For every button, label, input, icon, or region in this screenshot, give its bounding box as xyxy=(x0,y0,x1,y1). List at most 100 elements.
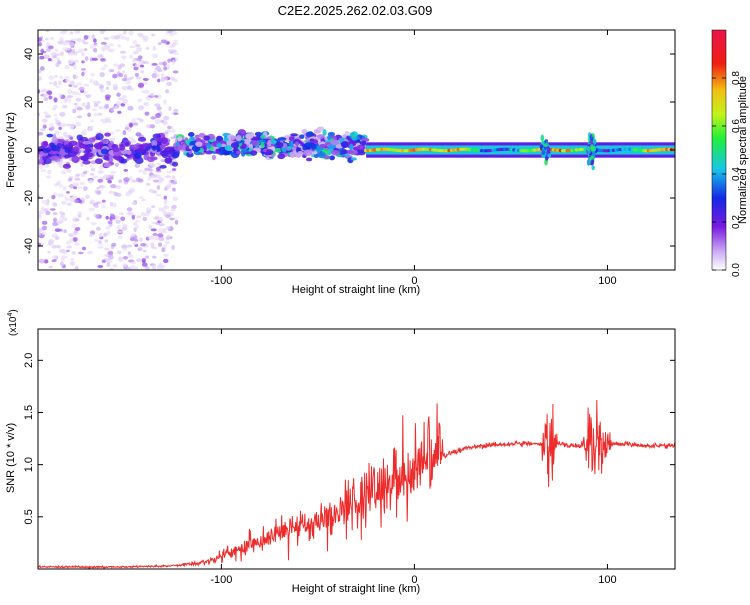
spectrogram-cell xyxy=(81,52,86,57)
spectrogram-cell xyxy=(130,76,134,80)
spectrogram-cell xyxy=(216,135,224,143)
snr-xlabel: Height of straight line (km) xyxy=(292,583,420,595)
spectrogram-cell xyxy=(121,99,129,104)
spectrogram-cell xyxy=(151,73,158,79)
spectrogram-cell xyxy=(54,53,61,56)
spectrogram-cell xyxy=(61,200,67,205)
spectrogram-cell xyxy=(68,233,75,237)
spectrogram-ylabel: Frequency (Hz) xyxy=(5,112,17,188)
spectrogram-panel: -100 0 100 -40 -20 0 20 40 Height of straight l… xyxy=(5,29,749,296)
spectrogram-cell xyxy=(93,113,98,117)
spectrogram-cell xyxy=(162,120,169,126)
spectrogram-cell xyxy=(92,47,98,53)
spectrogram-cell xyxy=(39,55,45,60)
spectrogram-cell xyxy=(116,224,121,230)
spectrogram-cell xyxy=(74,178,81,181)
spectrogram-cell xyxy=(41,225,48,231)
spectrogram-cell xyxy=(151,145,157,151)
spectrogram-cell xyxy=(137,98,143,103)
spectrogram-cell xyxy=(543,143,548,148)
spectrogram-cell xyxy=(289,151,296,158)
spectrogram-cell xyxy=(170,76,176,81)
spectrogram-cell xyxy=(122,247,128,251)
spectrogram-cell xyxy=(116,92,121,97)
spectrogram-cell xyxy=(112,146,120,153)
spectrogram-cell xyxy=(50,126,55,131)
spectrogram-cell xyxy=(156,73,161,78)
spectrogram-cell xyxy=(75,227,81,231)
spectrogram-cell xyxy=(72,223,77,229)
spectrogram-cell xyxy=(129,54,133,59)
spectrogram-cell xyxy=(101,199,106,203)
spectrogram-cell xyxy=(42,140,49,147)
spectrogram-cell xyxy=(117,73,124,78)
spectrogram-cell xyxy=(136,48,142,53)
spectrogram-cell xyxy=(172,187,176,192)
snr-xtick-label: 0 xyxy=(411,574,417,586)
spectrogram-cell xyxy=(148,235,155,240)
spectrogram-cell xyxy=(241,143,247,149)
spectrogram-cell xyxy=(98,170,103,173)
spectrogram-cell xyxy=(267,139,272,147)
spectrogram-cell xyxy=(82,90,88,95)
spectrogram-cell xyxy=(154,95,159,98)
spectrogram-cell xyxy=(97,246,104,249)
spectrogram-cell xyxy=(316,146,322,154)
spectrogram-cell xyxy=(116,250,122,255)
spectrogram-cell xyxy=(277,153,286,160)
spectrogram-cell xyxy=(69,80,75,86)
spectrogram-cell xyxy=(142,216,148,221)
spectrogram-cell xyxy=(157,78,161,83)
spectrogram-cell xyxy=(83,48,88,52)
spectrogram-cell xyxy=(58,80,62,86)
spectrogram-cell xyxy=(104,103,110,109)
spectrogram-cell xyxy=(47,169,52,175)
spectrogram-cell xyxy=(85,194,90,199)
colorbar-frame xyxy=(711,29,727,271)
spectrogram-cell xyxy=(44,55,49,58)
spectrogram-cell xyxy=(124,126,130,131)
spectrogram-cell xyxy=(99,72,105,78)
spectrogram-cell xyxy=(97,141,104,149)
spectrogram-cell xyxy=(157,233,164,238)
spectrogram-cell xyxy=(46,133,54,138)
spectrogram-cell xyxy=(121,70,126,74)
spectrogram-cell xyxy=(157,264,162,268)
spectrogram-cell xyxy=(110,183,117,189)
spectrogram-cell xyxy=(319,143,327,148)
spectrogram-cell xyxy=(47,57,52,62)
spectrogram-cell xyxy=(72,108,77,114)
spectrogram-cell xyxy=(42,148,51,154)
spectrogram-cell xyxy=(48,75,55,80)
spectrogram-cell xyxy=(51,195,56,200)
spectrogram-cell xyxy=(85,104,91,110)
spectrogram-cell xyxy=(145,123,151,129)
spectrogram-cell xyxy=(174,57,179,61)
spectrogram-cell xyxy=(75,92,82,96)
spectrogram-cell xyxy=(92,202,99,208)
spectrogram-cell xyxy=(109,176,114,180)
spectrogram-cell xyxy=(68,98,72,103)
spectrogram-cell xyxy=(46,175,52,179)
spectrogram-cell xyxy=(145,46,150,50)
spectrogram-cell xyxy=(165,214,171,218)
spectrogram-cell xyxy=(48,265,53,269)
spectrogram-cell xyxy=(251,140,259,146)
spectrogram-cell xyxy=(73,84,78,88)
spectrogram-cell xyxy=(127,105,134,111)
spectrogram-cell xyxy=(109,174,114,178)
snr-plot-area xyxy=(38,399,675,569)
spectrogram-cell xyxy=(98,165,104,170)
spectrogram-cell xyxy=(114,215,120,219)
spectrogram-cell xyxy=(172,196,179,202)
spectrogram-cell xyxy=(167,125,172,130)
spectrogram-cell xyxy=(164,240,170,245)
spectrogram-cell xyxy=(160,39,167,44)
spectrogram-cell xyxy=(98,105,103,110)
spectrogram-cell xyxy=(591,151,596,157)
spectrogram-cell xyxy=(182,144,187,151)
spectrogram-cell xyxy=(97,54,104,59)
spectrogram-cell xyxy=(134,266,139,270)
spectrogram-cell xyxy=(50,155,59,161)
spectrogram-cell xyxy=(171,128,176,133)
